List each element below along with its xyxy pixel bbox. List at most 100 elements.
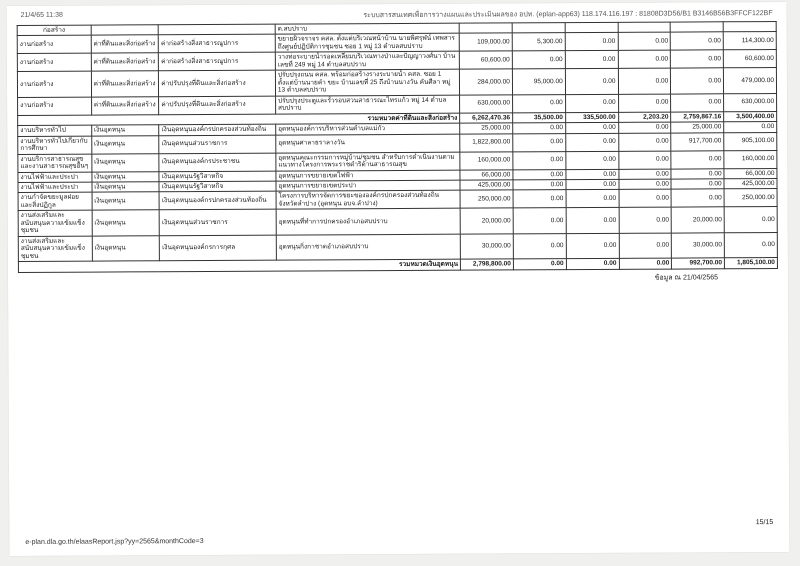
cell: ค่าปรับปรุงที่ดินและสิ่งก่อสร้าง bbox=[159, 96, 276, 115]
subtotal-amount: 2,798,800.00 bbox=[461, 259, 514, 270]
cell: เงินอุดหนุนส่วนราชการ bbox=[159, 135, 276, 154]
data-date: ข้อมูล ณ 21/04/2565 bbox=[18, 272, 778, 287]
header-cell: ก่อสร้าง bbox=[17, 25, 91, 36]
amount-cell: 0.00 bbox=[671, 50, 724, 68]
amount-cell: 0.00 bbox=[565, 69, 618, 95]
cell: งานบริการสาธารณสุขและงานสาธารณสุขอื่นๆ bbox=[18, 154, 92, 172]
amount-cell: 0.00 bbox=[671, 189, 724, 207]
scanned-page: 21/4/65 11:38 ระบบสารสนเทศเพื่อการวางแผน… bbox=[7, 2, 790, 556]
amount-cell: 1,822,800.00 bbox=[460, 134, 513, 152]
amount-cell: 0.00 bbox=[513, 190, 566, 208]
amount-cell: 60,600.00 bbox=[459, 51, 512, 69]
amount-cell: 284,000.00 bbox=[460, 69, 513, 95]
amount-cell: 0.00 bbox=[618, 151, 671, 169]
amount-cell: 917,700.00 bbox=[671, 132, 724, 150]
cell: งานก่อสร้าง bbox=[17, 54, 91, 72]
amount-cell: 0.00 bbox=[566, 190, 619, 208]
cell: เงินอุดหนุน bbox=[92, 182, 160, 193]
budget-table: ก่อสร้าง ต.สบปราบ งานก่อสร้างค่าที่ดินแล… bbox=[17, 21, 778, 273]
table-row: งานส่งเสริมและสนับสนุนความเข้มแข็งชุมชนเ… bbox=[18, 207, 777, 236]
cell: เงินอุดหนุน bbox=[91, 125, 159, 136]
cell: อุดหนุนที่ทำการปกครองอำเภอสบปราบ bbox=[276, 209, 460, 235]
cell: ค่าก่อสร้างสิ่งสาธารณูปการ bbox=[158, 35, 275, 54]
cell: งานกำจัดขยะมูลฝอยและสิ่งปฏิกูล bbox=[18, 193, 92, 211]
amount-cell: 630,000.00 bbox=[460, 95, 513, 113]
amount-cell: 30,000.00 bbox=[460, 234, 513, 260]
table-row: งานส่งเสริมและสนับสนุนความเข้มแข็งชุมชนเ… bbox=[18, 232, 777, 261]
cell: อุดหนุนกิ่งกาชาดอำเภอสบปราบ bbox=[276, 234, 460, 260]
amount-cell: 30,000.00 bbox=[672, 233, 725, 259]
amount-cell: 0.00 bbox=[513, 208, 566, 234]
amount-cell: 0.00 bbox=[513, 151, 566, 169]
cell: งานก่อสร้าง bbox=[17, 36, 91, 54]
cell: ปรับปรุงถนน คสล. พร้อมก่อสร้างรางระบายน้… bbox=[275, 70, 459, 96]
amount-cell: 0.00 bbox=[512, 94, 565, 112]
cell: เงินอุดหนุน bbox=[92, 171, 160, 182]
amount-cell: 905,100.00 bbox=[724, 132, 777, 150]
amount-cell: 0.00 bbox=[619, 233, 672, 259]
cell: งานก่อสร้าง bbox=[17, 71, 91, 97]
cell: เงินอุดหนุนองค์กรปกครองส่วนท้องถิ่น bbox=[159, 192, 276, 211]
amount-cell: 0.00 bbox=[513, 133, 566, 151]
amount-cell: 0.00 bbox=[618, 122, 671, 133]
cell: ค่าที่ดินและสิ่งก่อสร้าง bbox=[91, 97, 159, 115]
amount-cell: 25,000.00 bbox=[671, 122, 724, 133]
amount-cell: 0.00 bbox=[724, 232, 777, 258]
cell: ขยายผิวจราจร คสล. ตั้งแต่บริเวณหน้าบ้าน … bbox=[275, 34, 459, 53]
subtotal-amount: 2,203.20 bbox=[618, 112, 671, 123]
cell: เงินอุดหนุน bbox=[92, 236, 160, 262]
amount-cell: 0.00 bbox=[513, 180, 566, 191]
cell: เงินอุดหนุนองค์กรประชาชน bbox=[159, 153, 276, 172]
subtotal-amount: 0.00 bbox=[513, 259, 566, 270]
subtotal-amount: 2,759,867.16 bbox=[671, 111, 724, 122]
cell: วางท่อระบายน้ำรอดเหลี่ยมบริเวณทางป่าและป… bbox=[275, 52, 459, 71]
amount-cell: 5,300.00 bbox=[512, 33, 565, 51]
cell: เงินอุดหนุนองค์กรปกครองส่วนท้องถิ่น bbox=[159, 124, 276, 135]
scan-timestamp: 21/4/65 11:38 bbox=[21, 12, 63, 23]
cell: ปรับปรุงประตูและรั้วรอบสวนสาธารณะไทรแก้ว… bbox=[275, 95, 459, 114]
cell: งานก่อสร้าง bbox=[18, 97, 92, 115]
amount-cell: 0.00 bbox=[671, 68, 724, 94]
cell: อุดหนุนคณะกรรมการหมู่บ้าน/ชุมชน สำหรับกา… bbox=[276, 152, 460, 171]
amount-cell: 0.00 bbox=[724, 122, 777, 133]
amount-cell: 0.00 bbox=[671, 32, 724, 50]
source-url: e-plan.dla.go.th/elaasReport.jsp?yy=2565… bbox=[25, 538, 203, 546]
amount-cell: 250,000.00 bbox=[460, 190, 513, 208]
cell: ค่าที่ดินและสิ่งก่อสร้าง bbox=[91, 35, 159, 53]
amount-cell: 0.00 bbox=[671, 150, 724, 168]
amount-cell: 160,000.00 bbox=[460, 151, 513, 169]
cell: เงินอุดหนุน bbox=[92, 210, 160, 236]
amount-cell: 0.00 bbox=[618, 33, 671, 51]
cell: งานไฟฟ้าและประปา bbox=[18, 182, 92, 193]
cell: เงินอุดหนุนส่วนราชการ bbox=[159, 210, 276, 236]
amount-cell: 0.00 bbox=[565, 133, 618, 151]
amount-cell: 109,000.00 bbox=[459, 33, 512, 51]
amount-cell: 0.00 bbox=[513, 123, 566, 134]
cell: งานบริหารทั่วไปเกี่ยวกับการศึกษา bbox=[18, 136, 92, 154]
amount-cell: 0.00 bbox=[566, 179, 619, 190]
amount-cell: 60,600.00 bbox=[723, 50, 776, 68]
amount-cell: 0.00 bbox=[724, 207, 777, 233]
subtotal-label: รวมหมวดเงินอุดหนุน bbox=[18, 259, 460, 272]
cell: อุดหนุนศาลาธราลางวัน bbox=[276, 134, 460, 153]
amount-cell: 0.00 bbox=[513, 169, 566, 180]
amount-cell: 0.00 bbox=[565, 33, 618, 51]
amount-cell: 0.00 bbox=[565, 94, 618, 112]
cell: เงินอุดหนุน bbox=[92, 153, 160, 171]
amount-cell: 0.00 bbox=[671, 168, 724, 179]
amount-cell: 0.00 bbox=[513, 233, 566, 259]
page-number: 15/15 bbox=[756, 519, 774, 526]
amount-cell: 114,300.00 bbox=[723, 32, 776, 50]
amount-cell: 0.00 bbox=[671, 179, 724, 190]
cell: เงินอุดหนุน bbox=[91, 135, 159, 153]
amount-cell: 0.00 bbox=[566, 169, 619, 180]
cell: เงินอุดหนุนรัฐวิสาหกิจ bbox=[159, 181, 276, 192]
amount-cell: 0.00 bbox=[618, 68, 671, 94]
amount-cell: 0.00 bbox=[671, 94, 724, 112]
subtotal-amount: 6,262,470.36 bbox=[460, 113, 513, 124]
amount-cell: 250,000.00 bbox=[724, 189, 777, 207]
amount-cell: 0.00 bbox=[565, 51, 618, 69]
amount-cell: 0.00 bbox=[619, 190, 672, 208]
amount-cell: 95,000.00 bbox=[512, 69, 565, 95]
amount-cell: 20,000.00 bbox=[671, 207, 724, 233]
